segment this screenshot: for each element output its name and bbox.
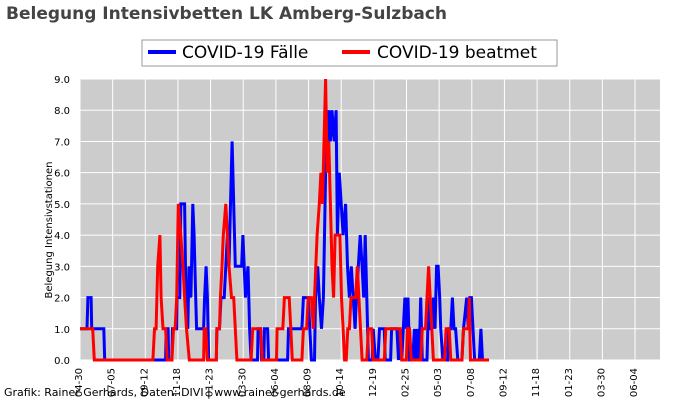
legend: COVID-19 Fälle COVID-19 beatmet (141, 39, 558, 67)
y-tick-label: 4.0 (54, 231, 70, 242)
x-tick-label: 05-03 (433, 368, 444, 397)
legend-label-covid-beatmet: COVID-19 beatmet (377, 43, 537, 63)
x-tick-label: 02-25 (401, 368, 412, 397)
x-tick-label: 09-12 (139, 368, 150, 397)
x-tick-label: 10-14 (335, 368, 346, 397)
y-tick-label: 5.0 (54, 200, 70, 211)
x-tick-label: 04-30 (74, 368, 85, 397)
x-tick-label: 06-04 (629, 368, 640, 397)
series-layer (80, 78, 489, 362)
y-axis: 0.0 1.0 2.0 3.0 4.0 5.0 6.0 7.0 8.0 9.0 (54, 75, 70, 367)
x-tick-label: 06-04 (270, 368, 281, 397)
x-tick-label: 03-30 (596, 368, 607, 397)
legend-label-covid-faelle: COVID-19 Fälle (182, 43, 308, 63)
y-tick-label: 2.0 (54, 294, 70, 305)
x-tick-label: 08-09 (303, 368, 314, 397)
x-axis: 04-30 07-05 09-12 11-18 01-23 03-30 06-04 08-09… (74, 368, 640, 397)
x-tick-label: 11-18 (172, 368, 183, 397)
y-tick-label: 9.0 (54, 75, 70, 86)
x-tick-label: 07-05 (107, 368, 118, 397)
y-tick-label: 7.0 (54, 137, 70, 148)
x-tick-label: 12-19 (368, 368, 379, 397)
y-tick-label: 8.0 (54, 106, 70, 117)
credit-text: Grafik: Rainer Gerhards, Daten: DIVI | w… (4, 386, 346, 399)
y-tick-label: 3.0 (54, 262, 70, 273)
x-tick-label: 07-08 (466, 368, 477, 397)
x-tick-label: 01-23 (564, 368, 575, 397)
x-tick-label: 11-18 (531, 368, 542, 397)
y-tick-label: 6.0 (54, 169, 70, 180)
y-tick-label: 0.0 (54, 356, 70, 367)
y-axis-label: Belegung Intensivstationen (44, 161, 55, 298)
x-tick-label: 03-30 (237, 368, 248, 397)
x-tick-label: 09-12 (498, 368, 509, 397)
series-line-covid-beatmet (80, 78, 489, 362)
x-tick-label: 01-23 (205, 368, 216, 397)
chart-title: Belegung Intensivbetten LK Amberg-Sulzba… (6, 4, 447, 24)
y-tick-label: 1.0 (54, 325, 70, 336)
plot-area (80, 79, 660, 360)
